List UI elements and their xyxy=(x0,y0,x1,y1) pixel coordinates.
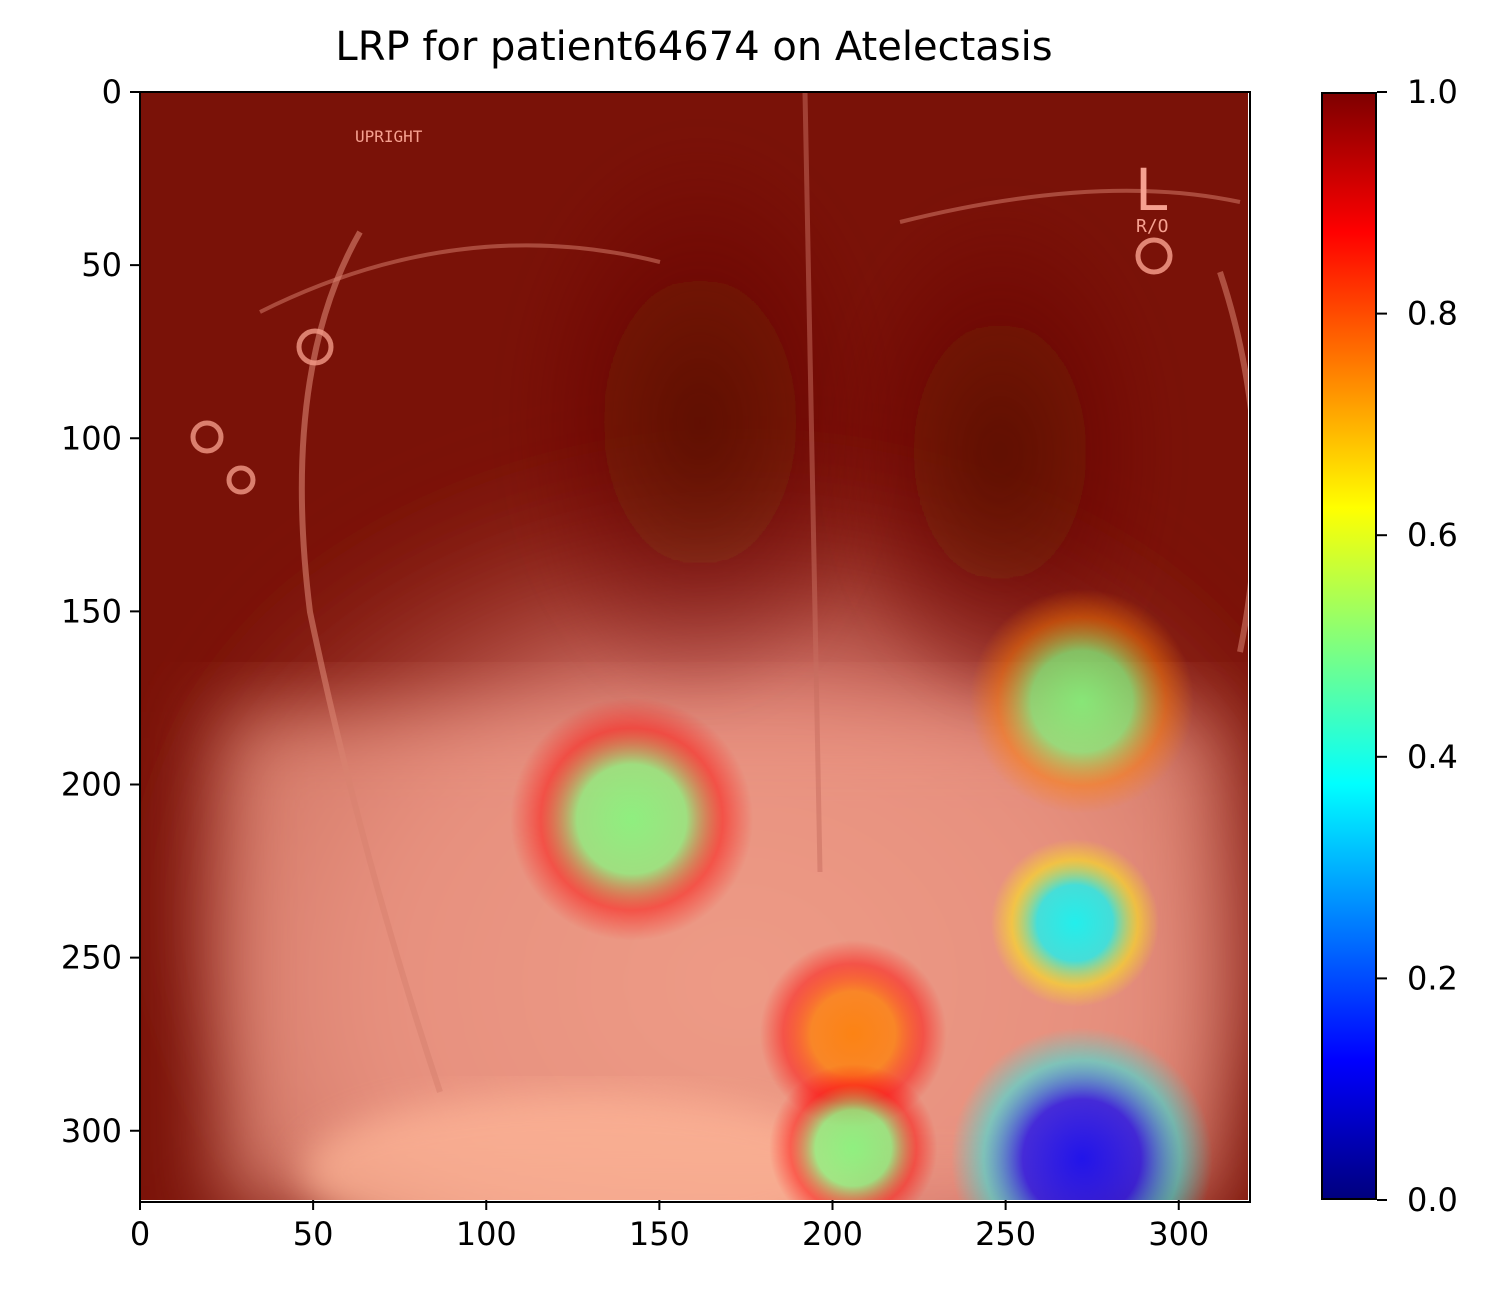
colorbar-tick-label: 0.0 xyxy=(1407,1181,1458,1219)
x-tick-label: 200 xyxy=(802,1215,863,1253)
x-axis: 0 50 100 150 200 250 300 xyxy=(130,1200,1209,1253)
colorbar-tick-label: 0.8 xyxy=(1407,295,1458,333)
y-axis: 0 50 100 150 200 250 300 xyxy=(61,73,140,1150)
x-tick-label: 150 xyxy=(629,1215,690,1253)
colorbar xyxy=(1321,92,1377,1200)
y-tick-label: 50 xyxy=(81,246,122,284)
xray-markers: UPRIGHT L R/O xyxy=(355,127,1169,237)
x-tick-label: 300 xyxy=(1148,1215,1209,1253)
x-tick-label: 100 xyxy=(456,1215,517,1253)
chart-title: LRP for patient64674 on Atelectasis xyxy=(335,24,1053,70)
x-tick-label: 250 xyxy=(975,1215,1036,1253)
marker-ro: R/O xyxy=(1136,216,1169,237)
marker-upright: UPRIGHT xyxy=(355,127,423,146)
relevance-spot xyxy=(769,1063,938,1200)
colorbar-axis: 0.0 0.2 0.4 0.6 0.8 1.0 xyxy=(1377,73,1458,1219)
relevance-spot xyxy=(950,1027,1213,1200)
colorbar-tick-label: 1.0 xyxy=(1407,73,1458,111)
x-tick-label: 0 xyxy=(130,1215,150,1253)
x-tick-label: 50 xyxy=(293,1215,334,1253)
colorbar-tick-label: 0.4 xyxy=(1407,738,1458,776)
colorbar-tick-label: 0.6 xyxy=(1407,516,1458,554)
relevance-spot xyxy=(990,838,1160,1008)
marker-l: L xyxy=(1135,156,1167,224)
colorbar-tick-label: 0.2 xyxy=(1407,959,1458,997)
y-tick-label: 100 xyxy=(61,419,122,457)
y-tick-label: 300 xyxy=(61,1112,122,1150)
y-tick-label: 150 xyxy=(61,592,122,630)
relevance-heatmap: UPRIGHT L R/O xyxy=(180,92,1248,1200)
y-tick-label: 250 xyxy=(61,939,122,977)
y-tick-label: 0 xyxy=(102,73,122,111)
y-tick-label: 200 xyxy=(61,766,122,804)
relevance-spot xyxy=(510,697,754,941)
relevance-spot xyxy=(969,589,1194,814)
heatmap-image: UPRIGHT L R/O xyxy=(140,92,1248,1200)
relevance-spots xyxy=(510,589,1213,1200)
